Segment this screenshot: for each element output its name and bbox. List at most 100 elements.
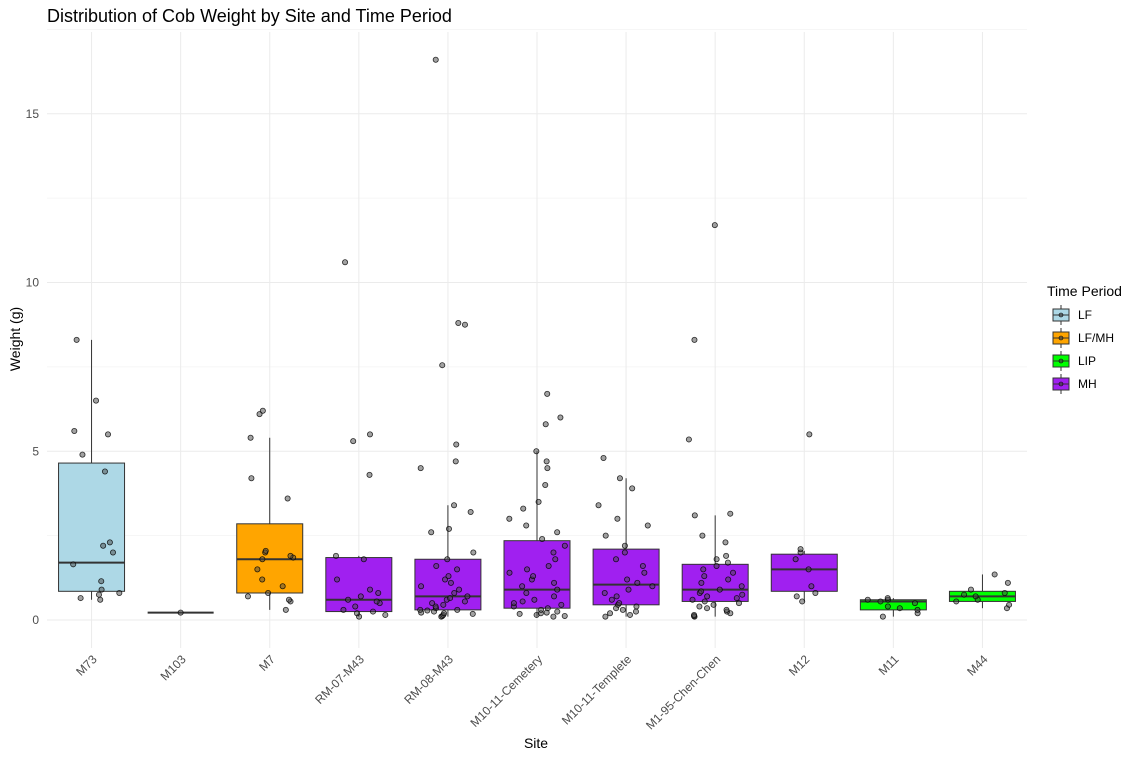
data-point-m73 <box>71 427 78 434</box>
data-point-m1-95-chen-chen <box>704 605 711 612</box>
data-point-m10-11-cemetery <box>561 612 568 619</box>
data-point-m7 <box>262 547 269 554</box>
data-point-m11 <box>911 600 918 607</box>
data-point-m44 <box>1004 579 1011 586</box>
data-point-m7 <box>279 583 286 590</box>
data-point-m10-11-templete <box>595 502 602 509</box>
data-point-m11 <box>884 603 891 610</box>
data-point-m7 <box>259 556 266 563</box>
data-point-m73 <box>101 468 108 475</box>
data-point-m10-11-cemetery <box>533 448 540 455</box>
data-point-m10-11-cemetery <box>551 593 558 600</box>
data-point-rm-07-m43 <box>332 552 339 559</box>
data-point-m10-11-cemetery <box>554 608 561 615</box>
data-point-rm-07-m43 <box>345 596 352 603</box>
legend-item-lf: LF <box>1052 305 1092 325</box>
data-point-m7 <box>244 593 251 600</box>
x-tick-label-m44: M44 <box>964 652 991 679</box>
data-point-m10-11-cemetery <box>554 529 561 536</box>
data-point-m12 <box>812 590 819 597</box>
legend-item-lf-mh: LF/MH <box>1052 328 1114 348</box>
data-point-m10-11-cemetery <box>551 579 558 586</box>
data-point-m1-95-chen-chen <box>727 510 734 517</box>
data-point-rm-08-m43 <box>432 603 439 610</box>
data-point-m10-11-templete <box>619 606 626 613</box>
data-point-m10-11-templete <box>613 556 620 563</box>
y-tick-label: 15 <box>26 107 40 121</box>
data-point-m1-95-chen-chen <box>722 539 729 546</box>
data-point-m1-95-chen-chen <box>704 593 711 600</box>
x-tick-label-rm-07-m43: RM-07-M43 <box>312 652 367 707</box>
data-point-rm-08-m43 <box>451 502 458 509</box>
data-point-m10-11-templete <box>601 590 608 597</box>
data-point-m10-11-templete <box>624 576 631 583</box>
data-point-m1-95-chen-chen <box>713 556 720 563</box>
data-point-m1-95-chen-chen <box>685 436 692 443</box>
data-point-m1-95-chen-chen <box>689 596 696 603</box>
legend: Time Period LF LF/MH LIP MH <box>1047 283 1122 394</box>
data-point-m73 <box>79 451 86 458</box>
data-point-rm-08-m43 <box>447 595 454 602</box>
data-point-m73 <box>93 397 100 404</box>
data-point-m7 <box>282 606 289 613</box>
data-point-m7 <box>259 407 266 414</box>
data-point-m1-95-chen-chen <box>691 336 698 343</box>
data-point-rm-08-m43 <box>418 583 425 590</box>
data-point-m1-95-chen-chen <box>716 586 723 593</box>
data-point-m1-95-chen-chen <box>739 591 746 598</box>
data-point-m44 <box>1001 590 1008 597</box>
legend-label: LIP <box>1078 354 1096 368</box>
data-point-rm-08-m43 <box>454 566 461 573</box>
data-point-m12 <box>792 556 799 563</box>
data-point-rm-08-m43 <box>432 56 439 63</box>
data-point-m10-11-templete <box>629 485 636 492</box>
data-point-rm-07-m43 <box>366 471 373 478</box>
data-point-rm-08-m43 <box>469 610 476 617</box>
data-point-m11 <box>879 613 886 620</box>
data-point-rm-07-m43 <box>334 576 341 583</box>
chart-title: Distribution of Cob Weight by Site and T… <box>47 6 452 26</box>
data-point-m10-11-templete <box>649 583 656 590</box>
data-point-m10-11-templete <box>632 608 639 615</box>
data-point-m10-11-cemetery <box>558 601 565 608</box>
data-point-m10-11-cemetery <box>552 556 559 563</box>
data-point-m44 <box>1006 601 1013 608</box>
data-point-m10-11-cemetery <box>510 600 517 607</box>
data-point-m1-95-chen-chen <box>725 576 732 583</box>
legend-key-point <box>1058 312 1064 318</box>
legend-item-lip: LIP <box>1052 351 1096 371</box>
data-points <box>70 56 1013 620</box>
data-point-m10-11-templete <box>641 569 648 576</box>
data-point-rm-08-m43 <box>451 590 458 597</box>
data-point-m10-11-cemetery <box>544 465 551 472</box>
data-point-m10-11-cemetery <box>516 610 523 617</box>
data-point-m7 <box>284 495 291 502</box>
data-point-m10-11-cemetery <box>506 515 513 522</box>
y-axis-title: Weight (g) <box>7 307 23 371</box>
data-point-rm-07-m43 <box>360 556 367 563</box>
data-point-rm-08-m43 <box>456 586 463 593</box>
data-point-rm-08-m43 <box>417 606 424 613</box>
data-point-rm-07-m43 <box>342 259 349 266</box>
data-point-m12 <box>799 598 806 605</box>
data-point-m11 <box>884 595 891 602</box>
data-point-rm-08-m43 <box>445 525 452 532</box>
y-axis-ticks: 0 5 10 15 <box>26 107 40 627</box>
data-point-rm-08-m43 <box>452 458 459 465</box>
legend-key-point <box>1058 335 1064 341</box>
x-axis-title: Site <box>524 735 548 751</box>
data-point-m10-11-cemetery <box>530 573 537 580</box>
data-point-m73 <box>105 431 112 438</box>
data-point-m1-95-chen-chen <box>691 512 698 519</box>
data-point-rm-08-m43 <box>424 607 431 614</box>
data-point-m1-95-chen-chen <box>710 601 717 608</box>
data-point-m10-11-cemetery <box>545 563 552 570</box>
legend-label: LF <box>1078 308 1092 322</box>
data-point-m1-95-chen-chen <box>713 563 720 570</box>
data-point-m10-11-cemetery <box>539 536 546 543</box>
data-point-m1-95-chen-chen <box>724 559 731 566</box>
data-point-m1-95-chen-chen <box>730 569 737 576</box>
data-point-m73 <box>73 336 80 343</box>
data-point-m1-95-chen-chen <box>701 573 708 580</box>
data-point-m1-95-chen-chen <box>699 532 706 539</box>
